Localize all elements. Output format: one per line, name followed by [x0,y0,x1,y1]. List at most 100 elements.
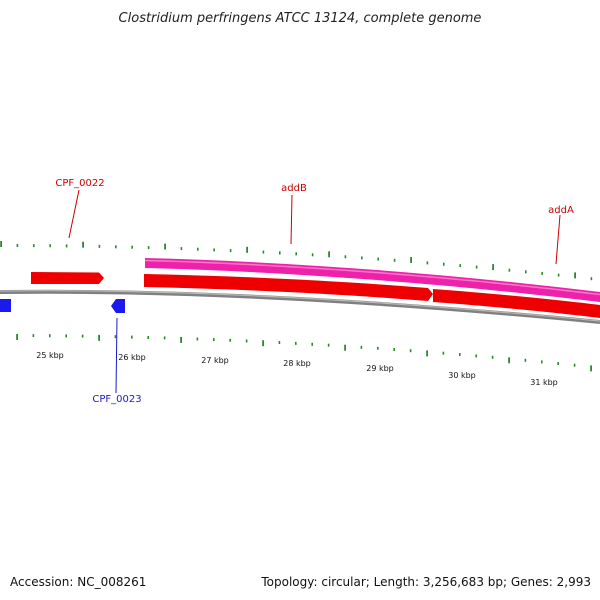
major-tick [262,340,264,347]
tick-label: 28 kbp [283,359,311,368]
gene-label-cpf-0022[interactable]: CPF_0022 [55,178,104,189]
minor-tick [279,251,281,255]
minor-tick [508,268,511,272]
minor-tick [524,358,527,362]
minor-tick [393,258,396,262]
minor-tick [475,265,478,269]
ticks-outer [0,241,593,281]
leader-line-addb [290,194,293,245]
minor-tick [393,348,395,351]
leader-line-cpf-0022 [68,189,80,239]
kbp-scale-labels: 25 kbp 26 kbp 27 kbp 28 kbp 29 kbp 30 kb… [36,351,558,387]
minor-tick [278,341,281,344]
minor-tick [114,335,117,339]
minor-tick [81,334,84,338]
major-tick [98,334,100,341]
minor-tick [327,343,330,347]
genome-summary-text: Topology: circular; Length: 3,256,683 bp… [260,575,591,589]
major-tick [180,336,182,343]
minor-tick [541,360,543,364]
major-tick [0,241,2,247]
tick-label: 31 kbp [530,378,558,387]
major-tick [426,350,428,357]
minor-tick [409,349,412,353]
minor-tick [344,255,347,259]
gene-adda[interactable] [433,289,600,318]
tick-label: 26 kbp [118,353,146,362]
minor-tick [557,273,560,277]
minor-tick [147,336,149,339]
tick-label: 25 kbp [36,351,64,360]
minor-tick [98,244,101,248]
minor-tick [131,245,133,249]
genome-backbone-highlight [0,290,600,322]
minor-tick [32,334,35,338]
minor-tick [311,342,313,346]
major-tick [82,241,84,248]
minor-tick [475,354,477,358]
minor-tick [180,247,183,251]
gene-label-adda[interactable]: addA [548,205,574,216]
minor-tick [311,253,314,257]
minor-tick [65,244,68,248]
minor-tick [377,257,379,261]
minor-tick [163,336,166,340]
minor-tick [196,337,199,341]
minor-tick [147,246,150,250]
minor-tick [262,250,265,254]
minor-tick [229,338,231,342]
minor-tick [33,244,35,248]
minor-tick [360,345,363,349]
minor-tick [213,338,215,342]
map-title: Clostridium perfringens ATCC 13124, comp… [119,11,482,26]
minor-tick [49,334,51,338]
major-tick [410,257,412,263]
minor-tick [459,353,461,356]
major-tick [508,357,510,364]
ticks-inner [16,334,592,372]
minor-tick [197,247,199,251]
minor-tick [229,249,232,253]
minor-tick [590,277,593,281]
minor-tick [426,261,429,265]
tick-label: 29 kbp [366,364,394,373]
minor-tick [377,346,379,350]
minor-tick [16,244,19,247]
major-tick [344,344,346,351]
leader-line-cpf-0023 [115,317,118,394]
minor-tick [213,248,215,252]
minor-tick [65,334,67,338]
minor-tick [459,264,461,268]
minor-tick [443,262,445,266]
minor-tick [49,244,51,248]
tick-label: 30 kbp [448,371,476,380]
accession-text: Accession: NC_008261 [10,575,146,589]
gene-label-cpf-0023[interactable]: CPF_0023 [92,394,141,405]
gene-cpf-0023[interactable] [111,299,125,313]
gene-label-addb[interactable]: addB [281,183,307,194]
minor-tick [573,363,576,367]
major-tick [164,243,166,250]
leader-line-adda [555,214,561,265]
minor-tick [295,341,297,345]
genome-backbone [0,289,600,324]
minor-tick [115,245,117,249]
major-tick [574,272,576,279]
minor-tick [361,256,363,260]
pink-track-highlight [144,259,600,296]
minor-tick [245,339,248,343]
gene-addb[interactable] [144,274,433,301]
gene-reverse-left[interactable] [0,299,11,312]
minor-tick [442,351,445,355]
major-tick [16,334,18,340]
minor-tick [295,252,297,256]
gene-cpf-0022[interactable] [31,272,104,284]
minor-tick [541,271,543,275]
minor-tick [131,335,133,339]
major-tick [246,246,248,253]
tick-label: 27 kbp [201,356,229,365]
major-tick [492,264,494,271]
minor-tick [491,355,494,359]
minor-tick [557,362,559,365]
